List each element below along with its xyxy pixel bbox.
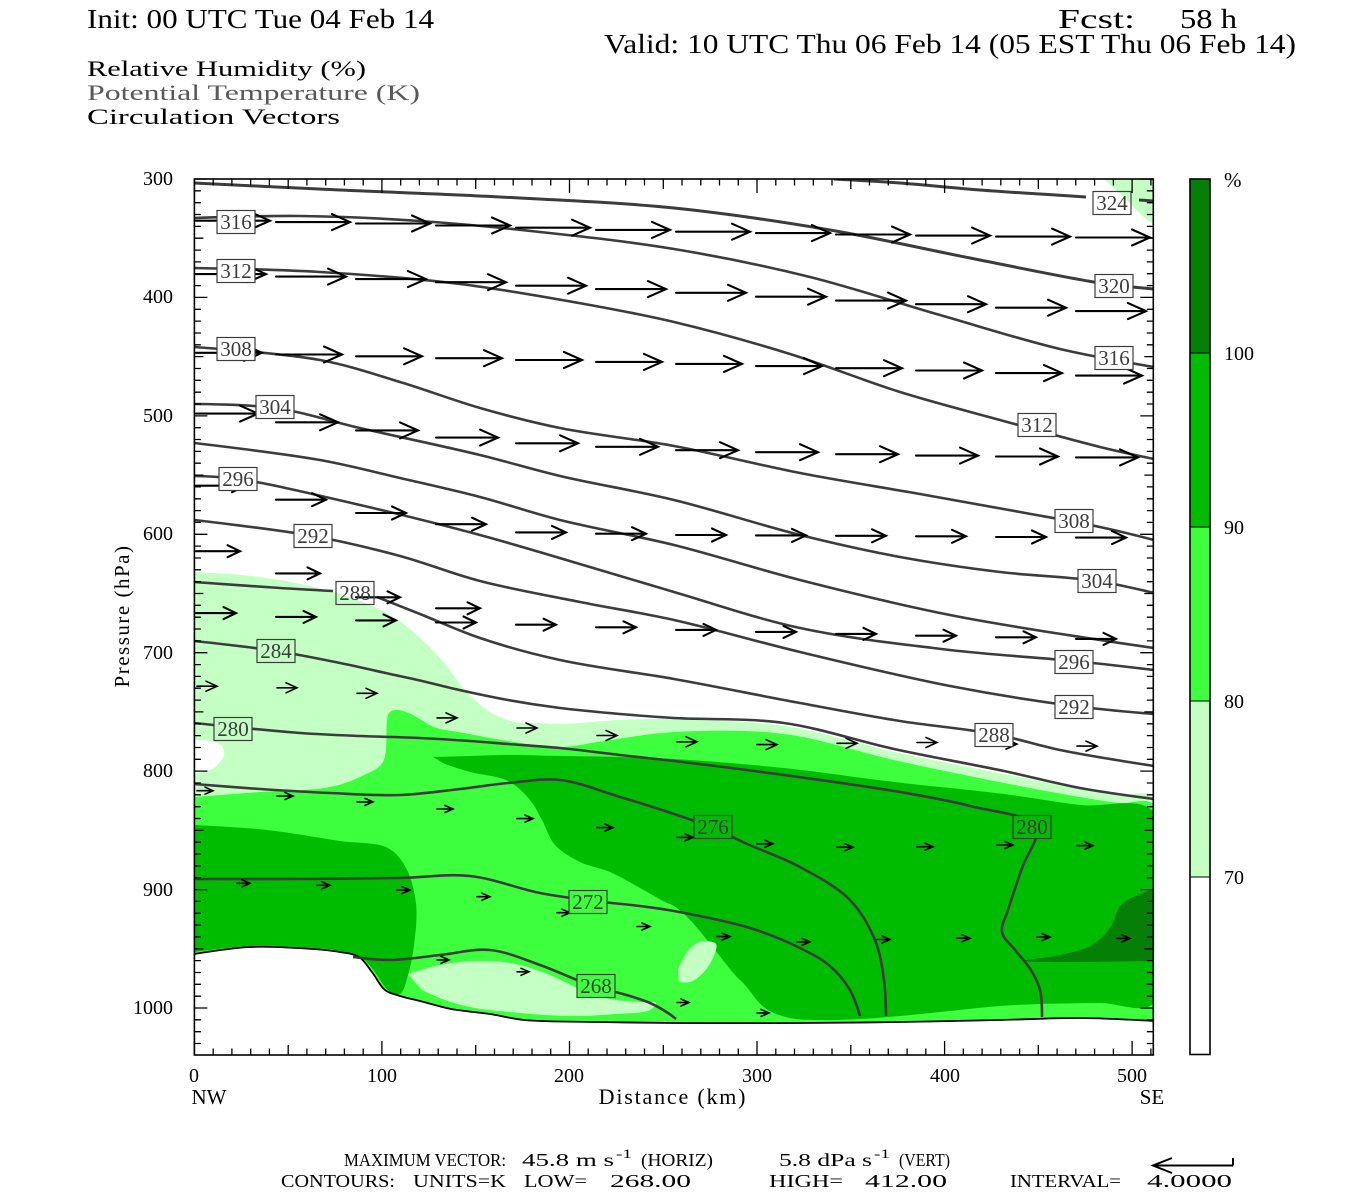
svg-text:Potential Temperature (K): Potential Temperature (K) [87, 80, 420, 105]
svg-text:45.8 m s: 45.8 m s [522, 1150, 614, 1170]
svg-text:100: 100 [367, 1065, 397, 1087]
svg-text:5.8 dPa s: 5.8 dPa s [779, 1150, 872, 1170]
svg-text:400: 400 [930, 1065, 960, 1087]
svg-text:400: 400 [143, 286, 173, 308]
svg-text:280: 280 [1016, 815, 1048, 839]
svg-text:292: 292 [1058, 695, 1090, 719]
svg-text:NW: NW [192, 1085, 227, 1109]
svg-text:INTERVAL=: INTERVAL= [1010, 1171, 1121, 1191]
svg-text:Circulation Vectors: Circulation Vectors [87, 104, 340, 129]
svg-text:500: 500 [143, 405, 173, 427]
svg-text:900: 900 [143, 879, 173, 901]
svg-text:268: 268 [580, 974, 612, 998]
svg-text:288: 288 [339, 581, 371, 605]
svg-text:90: 90 [1224, 517, 1244, 539]
svg-text:412.00: 412.00 [865, 1171, 947, 1191]
svg-text:268.00: 268.00 [610, 1171, 691, 1191]
svg-text:316: 316 [1098, 346, 1130, 370]
svg-text:272: 272 [572, 890, 604, 914]
svg-text:312: 312 [220, 259, 252, 283]
svg-text:308: 308 [220, 337, 252, 361]
svg-text:324: 324 [1096, 191, 1128, 215]
svg-text:316: 316 [220, 210, 252, 234]
svg-text:Fcst:: Fcst: [1058, 4, 1135, 34]
svg-text:292: 292 [297, 524, 329, 548]
svg-text:296: 296 [1058, 650, 1090, 674]
svg-text:-1: -1 [616, 1146, 632, 1161]
svg-text:800: 800 [143, 760, 173, 782]
svg-text:(VERT): (VERT) [899, 1150, 950, 1171]
svg-text:1000: 1000 [133, 997, 173, 1019]
svg-text:284: 284 [260, 639, 292, 663]
svg-text:0: 0 [189, 1065, 199, 1087]
svg-text:296: 296 [222, 467, 254, 491]
svg-text:300: 300 [143, 168, 173, 190]
svg-text:-1: -1 [874, 1146, 890, 1161]
svg-text:UNITS=K: UNITS=K [413, 1171, 506, 1191]
svg-text:288: 288 [978, 723, 1010, 747]
svg-text:280: 280 [217, 717, 249, 741]
svg-text:80: 80 [1224, 691, 1244, 713]
svg-text:(HORIZ): (HORIZ) [641, 1150, 713, 1171]
svg-text:304: 304 [259, 395, 291, 419]
svg-text:70: 70 [1224, 867, 1244, 889]
svg-text:Relative Humidity (%): Relative Humidity (%) [87, 56, 366, 81]
svg-text:200: 200 [554, 1065, 584, 1087]
svg-text:Init: 00 UTC Tue 04 Feb 14: Init: 00 UTC Tue 04 Feb 14 [87, 4, 435, 34]
svg-text:CONTOURS:: CONTOURS: [281, 1171, 395, 1191]
svg-text:276: 276 [697, 815, 729, 839]
svg-text:4.0000: 4.0000 [1147, 1171, 1232, 1191]
svg-text:300: 300 [742, 1065, 772, 1087]
svg-text:312: 312 [1021, 413, 1053, 437]
svg-text:Distance (km): Distance (km) [599, 1084, 748, 1109]
svg-text:500: 500 [1117, 1065, 1147, 1087]
svg-text:Pressure (hPa): Pressure (hPa) [110, 545, 134, 688]
svg-text:304: 304 [1081, 569, 1113, 593]
svg-text:MAXIMUM VECTOR:: MAXIMUM VECTOR: [344, 1150, 506, 1170]
svg-text:LOW=: LOW= [524, 1171, 587, 1191]
svg-text:600: 600 [143, 523, 173, 545]
svg-text:700: 700 [143, 642, 173, 664]
svg-text:100: 100 [1224, 343, 1254, 365]
svg-text:HIGH=: HIGH= [769, 1171, 843, 1191]
svg-text:58 h: 58 h [1180, 4, 1238, 34]
svg-text:Valid: 10 UTC Thu 06 Feb 14 (0: Valid: 10 UTC Thu 06 Feb 14 (05 EST Thu … [604, 29, 1296, 59]
svg-text:%: % [1224, 168, 1242, 192]
svg-text:320: 320 [1098, 274, 1130, 298]
svg-text:308: 308 [1058, 509, 1090, 533]
svg-text:SE: SE [1140, 1085, 1165, 1109]
